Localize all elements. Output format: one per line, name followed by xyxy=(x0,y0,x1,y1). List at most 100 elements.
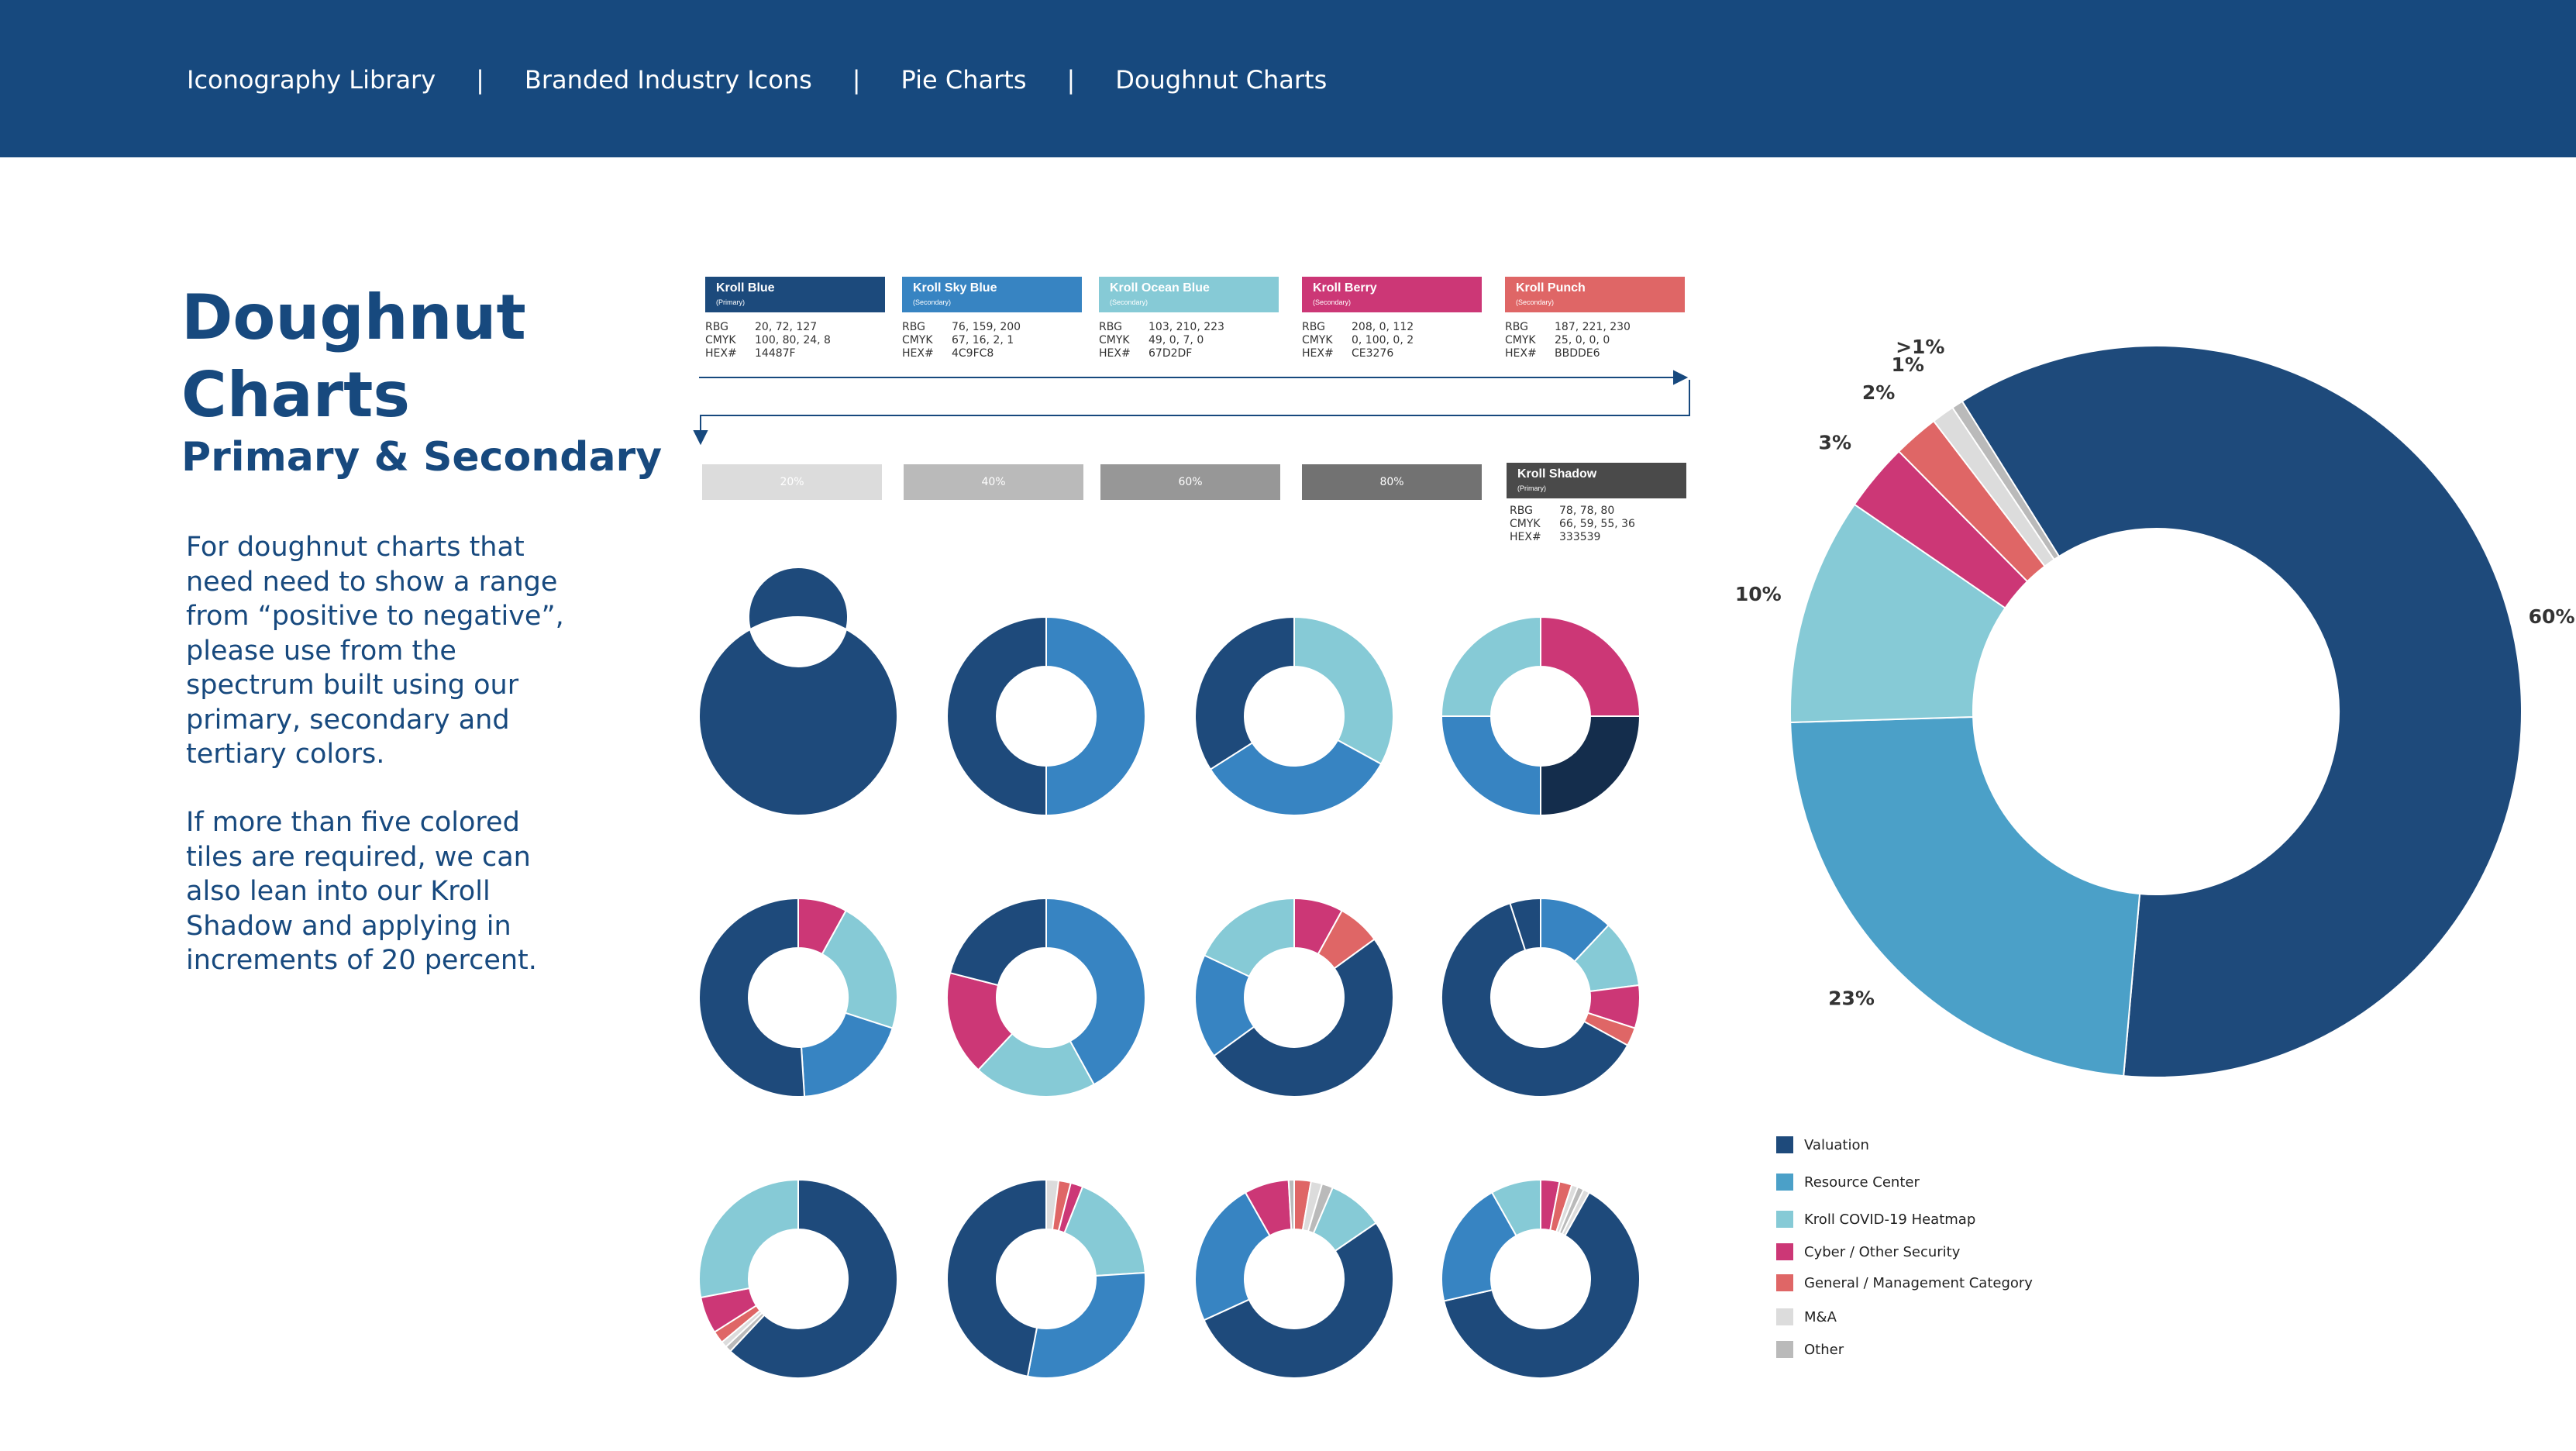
legend-swatch xyxy=(1776,1341,1793,1358)
spec-cmyk: 25, 0, 0, 0 xyxy=(1555,334,1610,346)
spec-label: CMYK xyxy=(1510,518,1541,530)
main-doughnut-data-label: 3% xyxy=(1819,432,1851,454)
swatch-kroll-sky-blue: Kroll Sky Blue (Secondary) xyxy=(902,277,1082,312)
flow-arrow-head-down xyxy=(693,430,708,446)
swatch-role: (Secondary) xyxy=(1110,298,1149,306)
legend-swatch xyxy=(1776,1274,1793,1291)
small-doughnut-10-slice xyxy=(1063,1185,1146,1277)
small-doughnut-5-slice xyxy=(800,1012,894,1098)
spec-label: HEX# xyxy=(1505,347,1537,360)
small-doughnut-3-slice xyxy=(1194,615,1295,770)
spec-hex: 14487F xyxy=(755,347,796,360)
swatch-kroll-blue: Kroll Blue (Primary) xyxy=(705,277,885,312)
main-doughnut-slice xyxy=(1951,400,2061,561)
legend-item-cyber-security: Cyber / Other Security xyxy=(1776,1243,1960,1260)
header-bar: Iconography Library | Branded Industry I… xyxy=(0,0,2576,157)
swatch-specs-kroll-berry: RBG 208, 0, 112 CMYK 0, 100, 0, 2 HEX# CE32… xyxy=(1302,321,1414,360)
small-doughnut-3 xyxy=(1194,615,1395,816)
nav-branded-industry-icons[interactable]: Branded Industry Icons xyxy=(524,65,812,95)
small-doughnut-11-slice xyxy=(1287,1178,1295,1231)
spec-rgb: 208, 0, 112 xyxy=(1352,321,1414,333)
small-doughnut-12-slice xyxy=(1441,1191,1517,1302)
swatch-name: Kroll Sky Blue xyxy=(913,281,997,295)
swatch-specs-kroll-sky-blue: RBG 76, 159, 200 CMYK 67, 16, 2, 1 HEX# 4C9… xyxy=(902,321,1021,360)
legend-item-covid-heatmap: Kroll COVID-19 Heatmap xyxy=(1776,1211,1975,1228)
small-doughnut-6-slice xyxy=(949,897,1047,987)
swatch-kroll-punch: Kroll Punch (Secondary) xyxy=(1505,277,1685,312)
main-doughnut-data-labels: 60% 23% 10% 3% 2% 1%>1% xyxy=(1735,336,2575,1010)
small-doughnut-11 xyxy=(1194,1178,1395,1379)
spec-label: RBG xyxy=(1302,321,1325,333)
spec-label: CMYK xyxy=(705,334,736,346)
spec-label: HEX# xyxy=(1510,531,1541,543)
small-doughnut-2-slice xyxy=(946,615,1047,817)
small-doughnut-9-slice xyxy=(728,1178,898,1379)
small-doughnut-10-slice xyxy=(946,1178,1047,1377)
tint-40: 40% xyxy=(904,464,1083,500)
spec-label: HEX# xyxy=(902,347,934,360)
legend-item-m-and-a: M&A xyxy=(1776,1308,1837,1325)
small-doughnut-10-slice xyxy=(1026,1271,1146,1379)
small-doughnut-8 xyxy=(1441,897,1641,1098)
small-doughnut-12 xyxy=(1441,1178,1641,1379)
flow-arrow xyxy=(693,370,1690,446)
small-doughnut-9 xyxy=(698,1178,898,1379)
small-doughnut-7 xyxy=(1194,897,1394,1098)
spec-cmyk: 67, 16, 2, 1 xyxy=(952,334,1014,346)
main-doughnut-slice xyxy=(1789,715,2141,1077)
small-doughnut-5 xyxy=(698,897,898,1098)
spec-hex: 67D2DF xyxy=(1149,347,1193,360)
nav-doughnut-charts[interactable]: Doughnut Charts xyxy=(1115,65,1328,95)
tint-20: 20% xyxy=(702,464,882,500)
spec-label: CMYK xyxy=(902,334,933,346)
legend-item-resource-center: Resource Center xyxy=(1776,1174,1920,1191)
nav-separator: | xyxy=(476,65,484,95)
spec-label: CMYK xyxy=(1505,334,1536,346)
spec-label: HEX# xyxy=(705,347,737,360)
page-title-line-1: Doughnut xyxy=(181,281,526,353)
swatch-specs-kroll-shadow: RBG 78, 78, 80 CMYK 66, 59, 55, 36 HEX# 333… xyxy=(1510,505,1635,544)
spec-label: CMYK xyxy=(1302,334,1333,346)
small-doughnut-7-slice xyxy=(1203,897,1295,978)
small-doughnut-2 xyxy=(946,615,1146,817)
legend-label: General / Management Category xyxy=(1804,1274,2033,1291)
legend-label: Resource Center xyxy=(1804,1174,1920,1191)
main-doughnut-data-label: 60% xyxy=(2529,605,2575,628)
main-doughnut-data-label: >1% xyxy=(1896,336,1944,358)
spec-hex: 333539 xyxy=(1559,531,1601,543)
swatch-kroll-berry: Kroll Berry (Secondary) xyxy=(1302,277,1482,312)
swatch-name: Kroll Blue xyxy=(716,281,775,295)
small-doughnut-11-slice xyxy=(1194,1191,1271,1322)
spec-label: HEX# xyxy=(1099,347,1131,360)
tint-60: 60% xyxy=(1100,464,1280,500)
main-doughnut-chart xyxy=(1789,345,2523,1078)
nav-pie-charts[interactable]: Pie Charts xyxy=(901,65,1027,95)
spec-rgb: 76, 159, 200 xyxy=(952,321,1021,333)
small-doughnut-4-slice xyxy=(1540,715,1641,817)
legend-item-other: Other xyxy=(1776,1341,1844,1358)
swatch-role: (Secondary) xyxy=(1516,298,1555,306)
page-subtitle: Primary & Secondary xyxy=(181,434,663,481)
small-doughnut-6-slice xyxy=(1045,897,1146,1086)
small-doughnut-2-slice xyxy=(1045,615,1146,817)
swatch-name: Kroll Shadow xyxy=(1517,467,1597,481)
swatch-role: (Primary) xyxy=(716,298,745,306)
nav-iconography-library[interactable]: Iconography Library xyxy=(187,65,436,95)
spec-rgb: 20, 72, 127 xyxy=(755,321,818,333)
legend-swatch xyxy=(1776,1243,1793,1260)
small-doughnut-8-slice xyxy=(1509,897,1541,952)
main-doughnut-data-label: 23% xyxy=(1828,987,1875,1009)
swatch-specs-kroll-ocean-blue: RBG 103, 210, 223 CMYK 49, 0, 7, 0 HEX# 67D… xyxy=(1099,321,1224,360)
description-paragraph-2: If more than five colored tiles are requ… xyxy=(186,807,537,976)
swatch-specs-kroll-blue: RBG 20, 72, 127 CMYK 100, 80, 24, 8 HEX# 14… xyxy=(705,321,831,360)
small-doughnut-1 xyxy=(698,567,898,816)
small-doughnut-6 xyxy=(946,897,1146,1098)
spec-label: CMYK xyxy=(1099,334,1130,346)
spec-label: RBG xyxy=(902,321,925,333)
legend-swatch xyxy=(1776,1136,1793,1153)
spec-label: RBG xyxy=(705,321,728,333)
spec-rgb: 187, 221, 230 xyxy=(1555,321,1631,333)
main-doughnut-data-label: 1% xyxy=(1891,353,1923,376)
flow-arrow-head-right xyxy=(1673,370,1689,385)
